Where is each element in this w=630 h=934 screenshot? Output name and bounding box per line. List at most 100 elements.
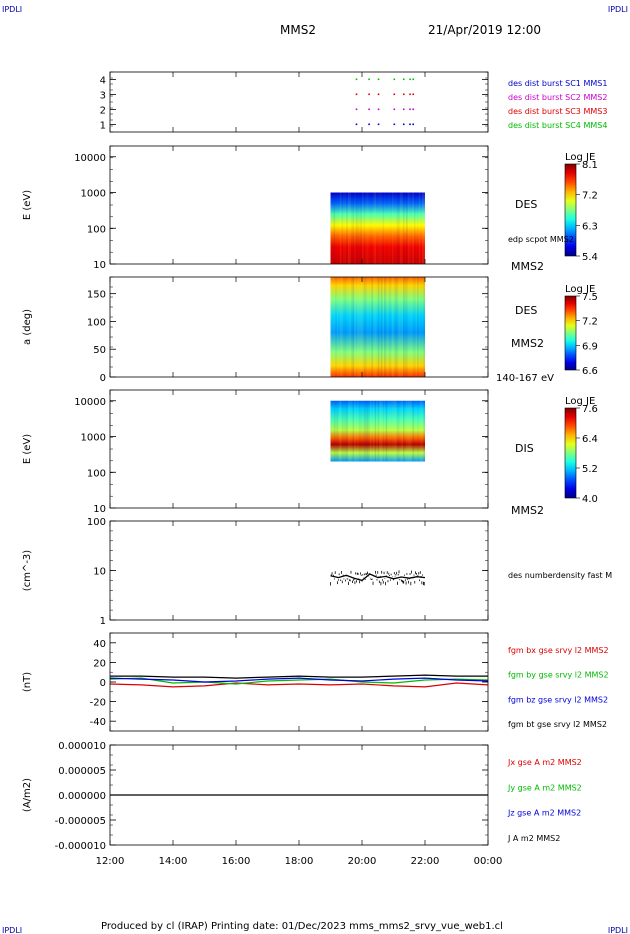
panel-energy-label: 140-167 eV — [496, 373, 554, 384]
heatmap-streak — [401, 277, 403, 377]
heatmap-streak — [367, 277, 369, 377]
y-axis-label: (A/m2) — [22, 778, 33, 812]
legend-entry: fgm bx gse srvy l2 MMS2 — [508, 646, 609, 655]
y-tick-label: -0.000005 — [55, 816, 106, 827]
colorbar — [564, 295, 577, 371]
legend-entry: fgm by gse srvy l2 MMS2 — [508, 671, 609, 680]
heatmap-streak — [421, 192, 424, 264]
y-tick-label: 1000 — [81, 433, 106, 444]
heatmap-streak — [407, 400, 410, 462]
heatmap-streak — [421, 400, 424, 462]
series-line — [109, 677, 489, 685]
heatmap-streak — [410, 277, 413, 377]
heatmap-streak — [347, 400, 350, 462]
burst-mark — [393, 108, 396, 111]
colorbar-tick-label: 6.3 — [582, 221, 598, 232]
heatmap-streak — [395, 193, 397, 264]
colorbar-tick-label: 4.0 — [582, 494, 598, 505]
heatmap-streak — [343, 277, 345, 377]
heatmap-streak — [379, 400, 381, 462]
series-line — [330, 573, 426, 582]
burst-mark — [355, 108, 358, 111]
heatmap-streak — [338, 277, 340, 377]
heatmap-streak — [417, 193, 419, 264]
heatmap-streak — [401, 400, 403, 462]
heatmap-streak — [423, 400, 425, 462]
heatmap-streak — [380, 277, 383, 377]
burst-mark — [368, 123, 370, 126]
burst-mark — [393, 123, 396, 126]
heatmap-streak — [386, 193, 388, 264]
burst-mark — [393, 93, 396, 96]
heatmap-streak — [349, 400, 351, 462]
y-tick-label: 0.000010 — [58, 741, 106, 752]
heatmap-streak — [341, 277, 344, 377]
heatmap-streak — [390, 193, 392, 264]
y-tick-label: 10 — [93, 260, 106, 271]
heatmap-streak — [415, 277, 418, 377]
legend-entry: Jz gse A m2 MMS2 — [507, 809, 581, 818]
y-tick-label: 10 — [93, 504, 106, 515]
burst-mark — [355, 78, 358, 81]
heatmap-streak — [365, 192, 367, 264]
heatmap-streak — [419, 401, 421, 462]
heatmap-streak — [339, 192, 342, 264]
heatmap-streak — [333, 192, 336, 264]
colorbar-tick-label: 6.6 — [582, 366, 598, 377]
heatmap-streak — [352, 192, 355, 264]
heatmap-streak — [360, 401, 362, 462]
heatmap-streak — [362, 277, 364, 377]
heatmap-streak — [333, 277, 336, 377]
heatmap-streak — [373, 277, 375, 377]
panel-3: Log JE7.5 7.2 6.9 6.6 DES MMS2 140-167 eV 0 50 10… — [22, 276, 598, 384]
heatmap-streak — [332, 401, 334, 462]
heatmap-streak — [373, 192, 375, 264]
heatmap-streak — [388, 400, 391, 462]
heatmap-streak — [419, 277, 421, 377]
x-tick-label: 16:00 — [222, 856, 251, 867]
colorbar-title: Log JE — [565, 396, 595, 407]
panel-frame — [109, 389, 489, 509]
heatmap-streak — [384, 277, 386, 377]
heatmap-streak — [400, 401, 402, 462]
panel-extra-label: edp scpot MMS2 — [508, 235, 574, 244]
burst-mark — [412, 108, 414, 111]
y-axis-label: a (deg) — [22, 309, 33, 345]
colorbar-tick-label: 5.2 — [582, 464, 598, 475]
heatmap-streak — [418, 192, 421, 264]
y-axis-label: (cm^-3) — [22, 550, 33, 591]
heatmap-streak — [345, 193, 347, 264]
corner-tag-bottom-left: IPDLI — [2, 926, 22, 934]
heatmap-streak — [402, 192, 405, 264]
heatmap-streak — [423, 192, 425, 264]
y-tick-label: 150 — [87, 290, 106, 301]
colorbar-tick-label: 6.9 — [582, 341, 598, 352]
legend-entry: J A m2 MMS2 — [507, 834, 560, 843]
colorbar-tick-label: 6.4 — [582, 434, 598, 445]
colorbar-tick-label: 5.4 — [582, 252, 598, 263]
heatmap-streak — [366, 192, 369, 264]
heatmap-streak — [371, 193, 373, 264]
heatmap-streak — [410, 400, 413, 462]
heatmap-streak — [380, 400, 383, 462]
burst-mark — [412, 123, 414, 126]
heatmap-streak — [351, 401, 353, 462]
corner-tag-top-right: IPDLI — [608, 5, 628, 14]
heatmap-streak — [394, 277, 396, 377]
heatmap-streak — [337, 277, 339, 377]
y-tick-label: 3 — [100, 91, 106, 102]
y-tick-label: 0.000005 — [58, 766, 106, 777]
panel-6: fgm bx gse srvy l2 MMS2 fgm by gse srvy l… — [22, 632, 609, 732]
heatmap-streak — [332, 277, 334, 377]
colorbar-title: Log JE — [565, 284, 595, 295]
heatmap-streak — [335, 193, 337, 264]
heatmap-streak — [378, 193, 380, 264]
heatmap-streak — [347, 192, 350, 264]
panel-2: Log JE8.1 7.2 6.3 5.4 DES edp scpot MMS2 MMS2 1… — [22, 145, 598, 273]
heatmap-streak — [411, 193, 413, 264]
burst-mark — [368, 108, 370, 111]
heatmap-streak — [409, 277, 411, 377]
x-tick-label: 00:00 — [474, 856, 503, 867]
heatmap-streak — [376, 193, 378, 264]
